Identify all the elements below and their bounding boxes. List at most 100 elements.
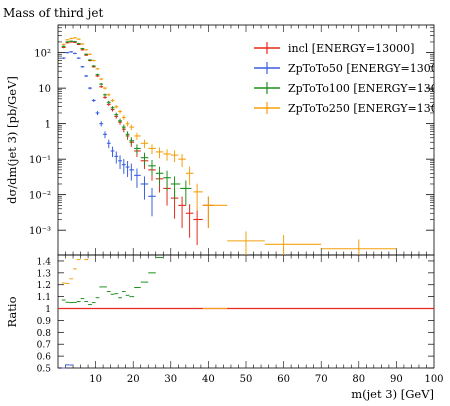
data-point — [121, 158, 126, 174]
ratio-zptoto250-energy-13000 — [61, 259, 228, 310]
data-point — [69, 40, 74, 42]
legend-item-incl-energy-13000: incl [ENERGY=13000] — [254, 42, 414, 55]
legend-item-zptoto250-energy-13000: ZpToTo250 [ENERGY=13000] — [254, 102, 450, 115]
y-axis-label: dσ/dm(jet 3) [pb/GeV] — [5, 76, 19, 204]
x-tick-label: 30 — [164, 374, 177, 385]
data-point — [114, 112, 119, 117]
data-point — [321, 239, 397, 255]
x-tick-label: 10 — [89, 374, 102, 385]
ratio-tick-label: 0.7 — [37, 341, 52, 351]
ratio-plot-frame — [57, 254, 435, 369]
ratio-tick-label: 0.6 — [37, 353, 52, 363]
data-point — [163, 149, 171, 161]
y-tick-label: 10² — [34, 49, 51, 60]
ratio-plot-series — [58, 257, 434, 369]
data-point — [110, 106, 115, 110]
data-point — [170, 150, 179, 163]
data-point — [170, 176, 181, 200]
ratio-tick-label: 0.8 — [37, 329, 52, 339]
ratio-tick-label: 0.9 — [37, 317, 52, 327]
ratio-tick-label: 1.3 — [37, 269, 52, 279]
y-tick-label: 10⁻³ — [29, 226, 51, 237]
data-point — [103, 95, 107, 99]
data-point — [103, 86, 107, 90]
data-point — [134, 132, 141, 140]
data-point — [118, 109, 122, 114]
legend-label: incl [ENERGY=13000] — [288, 42, 414, 55]
ratio-zptoto100-energy-13000 — [61, 257, 164, 306]
data-point — [185, 204, 194, 238]
data-point — [129, 124, 135, 131]
data-point — [76, 57, 81, 60]
main-plot-frame — [57, 24, 435, 256]
data-point — [227, 231, 265, 255]
data-point — [91, 59, 96, 62]
data-point — [99, 78, 104, 81]
data-point — [114, 151, 119, 164]
data-point — [99, 121, 104, 127]
ratio-axis-label: Ratio — [5, 296, 19, 327]
series-incl-energy-13000 — [61, 41, 215, 246]
x-tick-label: 100 — [424, 374, 443, 385]
data-point — [178, 153, 186, 167]
data-point — [140, 139, 149, 149]
data-point — [193, 210, 203, 246]
data-point — [134, 144, 141, 155]
data-point — [73, 40, 77, 43]
data-point — [129, 163, 135, 181]
data-point — [114, 105, 119, 109]
series-zptoto100-energy-13000 — [61, 40, 192, 206]
x-tick-label: 60 — [277, 374, 290, 385]
data-point — [103, 93, 107, 97]
data-point — [88, 86, 92, 90]
ratio-tick-label: 1 — [45, 305, 51, 315]
data-point — [178, 196, 186, 229]
series-zptoto250-energy-13000 — [61, 37, 397, 255]
ratio-y-ticks: 1.4 1.3 1.2 1.1 1 0.9 0.8 0.7 0.6 0.5 — [37, 257, 434, 375]
data-point — [76, 42, 81, 45]
ratio-tick-label: 1.2 — [37, 281, 51, 291]
data-point — [76, 38, 81, 40]
y-tick-label: 1 — [45, 120, 51, 131]
data-point — [91, 65, 96, 67]
data-point — [148, 187, 156, 217]
data-point — [95, 73, 100, 76]
data-point — [88, 59, 92, 61]
data-point — [65, 51, 70, 54]
y-tick-label: 10⁻¹ — [29, 155, 51, 166]
data-point — [91, 98, 96, 103]
series-zptoto50-energy-13000 — [61, 51, 156, 217]
data-point — [84, 49, 89, 51]
data-point — [95, 67, 100, 70]
data-point — [106, 93, 111, 97]
data-point — [202, 196, 228, 229]
data-point — [69, 37, 74, 40]
data-point — [125, 121, 130, 127]
data-point — [99, 85, 104, 88]
data-point — [88, 53, 92, 56]
data-point — [95, 111, 100, 116]
y-tick-label: 10⁻² — [29, 191, 51, 202]
legend-label: ZpToTo50 [ENERGY=13000] — [288, 62, 449, 75]
data-point — [118, 118, 122, 124]
data-point — [61, 43, 66, 46]
x-tick-label: 70 — [315, 374, 328, 385]
data-point — [103, 131, 107, 139]
data-point — [125, 131, 130, 139]
data-point — [129, 137, 135, 146]
legend-label: ZpToTo100 [ENERGY=13000] — [288, 82, 450, 95]
data-point — [61, 45, 66, 48]
ratio-tick-label: 1.1 — [37, 293, 51, 303]
data-point — [84, 74, 89, 78]
data-point — [106, 139, 111, 149]
data-point — [110, 146, 115, 158]
data-point — [134, 168, 141, 188]
data-point — [65, 41, 70, 43]
legend-label: ZpToTo250 [ENERGY=13000] — [288, 102, 450, 115]
data-point — [121, 115, 126, 120]
data-point — [65, 39, 70, 41]
x-ticks: 10 20 30 40 50 60 70 80 90 100 — [65, 25, 444, 385]
data-point — [155, 147, 164, 159]
data-point — [140, 176, 149, 200]
